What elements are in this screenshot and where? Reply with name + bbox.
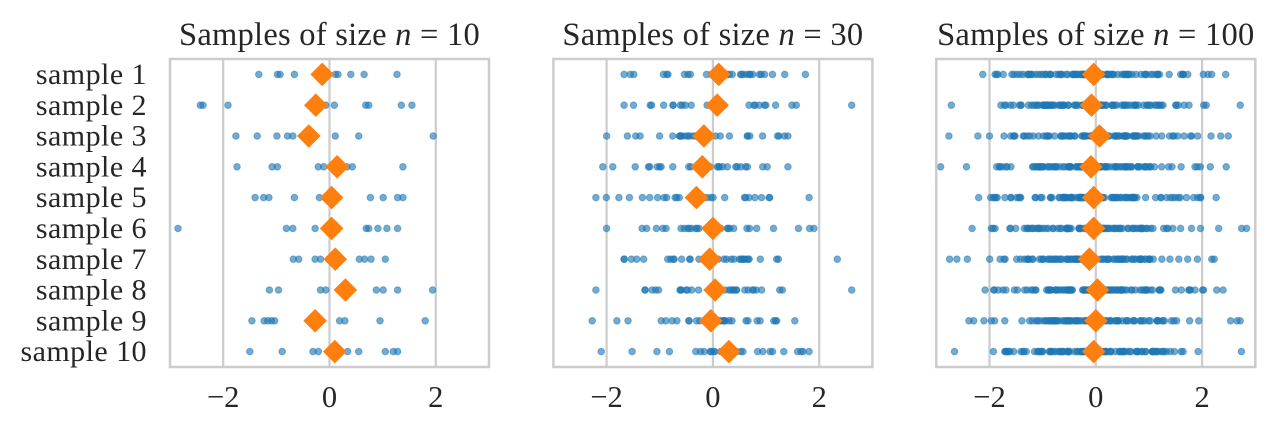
- svg-text:sample 3: sample 3: [36, 120, 147, 153]
- svg-text:−2: −2: [207, 380, 239, 414]
- svg-text:sample 8: sample 8: [36, 274, 147, 307]
- svg-text:sample 10: sample 10: [20, 335, 147, 368]
- svg-text:0: 0: [322, 380, 337, 414]
- svg-text:2: 2: [1194, 380, 1209, 414]
- svg-text:Samples of size n = 30: Samples of size n = 30: [562, 17, 863, 53]
- svg-text:Samples of size n = 10: Samples of size n = 10: [179, 17, 480, 53]
- svg-text:2: 2: [428, 380, 443, 414]
- svg-text:2: 2: [812, 380, 827, 414]
- svg-text:sample 5: sample 5: [36, 181, 147, 214]
- svg-text:sample 6: sample 6: [36, 212, 147, 245]
- svg-text:0: 0: [1088, 380, 1103, 414]
- svg-text:−2: −2: [590, 380, 622, 414]
- svg-text:−2: −2: [973, 380, 1005, 414]
- svg-text:sample 1: sample 1: [36, 58, 147, 91]
- svg-text:sample 4: sample 4: [36, 150, 147, 183]
- svg-text:sample 9: sample 9: [36, 304, 147, 337]
- svg-text:Samples of size n = 100: Samples of size n = 100: [937, 17, 1254, 53]
- svg-text:0: 0: [705, 380, 720, 414]
- svg-text:sample 2: sample 2: [36, 89, 147, 122]
- svg-text:sample 7: sample 7: [36, 243, 147, 276]
